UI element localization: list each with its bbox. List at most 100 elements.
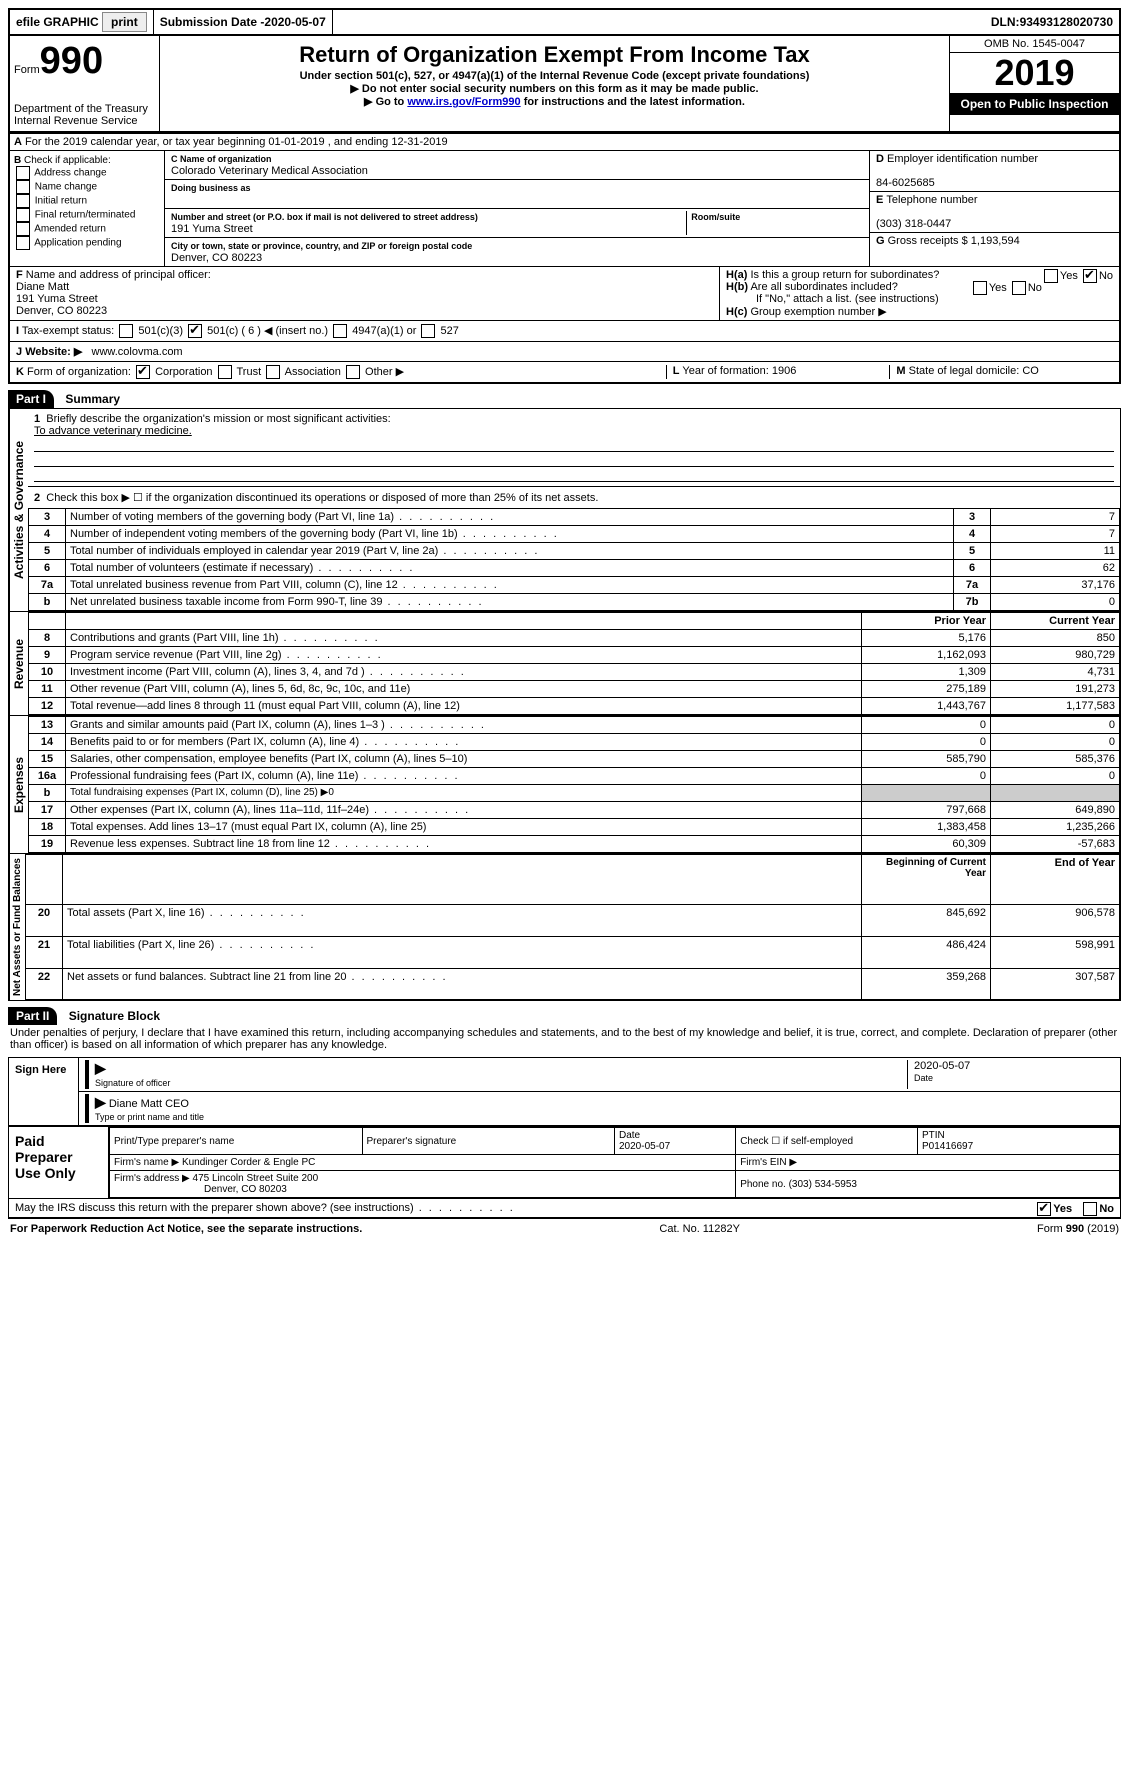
header-center: Return of Organization Exempt From Incom…	[160, 36, 949, 131]
subtitle-3: ▶ Go to www.irs.gov/Form990 for instruct…	[168, 95, 941, 108]
form-title: Return of Organization Exempt From Incom…	[168, 42, 941, 68]
table-row: 17Other expenses (Part IX, column (A), l…	[29, 802, 1120, 819]
table-row: 14Benefits paid to or for members (Part …	[29, 734, 1120, 751]
table-row: 5Total number of individuals employed in…	[29, 543, 1120, 560]
corp-checkbox[interactable]	[136, 365, 150, 379]
table-row: 13Grants and similar amounts paid (Part …	[29, 717, 1120, 734]
rev-section-label: Revenue	[9, 612, 28, 715]
efile-label: efile GRAPHIC print	[10, 10, 154, 34]
hb-no[interactable]	[1012, 281, 1026, 295]
table-row: bTotal fundraising expenses (Part IX, co…	[29, 785, 1120, 802]
table-row: 7aTotal unrelated business revenue from …	[29, 577, 1120, 594]
cat-number: Cat. No. 11282Y	[659, 1223, 740, 1235]
initial-return-checkbox[interactable]	[16, 194, 30, 208]
table-row: 12Total revenue—add lines 8 through 11 (…	[29, 698, 1120, 715]
sign-here-block: Sign Here ▶Signature of officer 2020-05-…	[8, 1057, 1121, 1126]
preparer-sig-header: Preparer's signature	[362, 1128, 615, 1155]
part-2-title: Signature Block	[61, 1009, 160, 1023]
final-return-checkbox[interactable]	[16, 208, 30, 222]
preparer-name-header: Print/Type preparer's name	[110, 1128, 363, 1155]
501c-checkbox[interactable]	[188, 324, 202, 338]
open-inspection: Open to Public Inspection	[950, 93, 1119, 115]
ha-no[interactable]	[1083, 269, 1097, 283]
header-right: OMB No. 1545-0047 2019 Open to Public In…	[949, 36, 1119, 131]
org-name: Colorado Veterinary Medical Association	[171, 165, 368, 177]
footer: For Paperwork Reduction Act Notice, see …	[8, 1218, 1121, 1239]
header-left: Form990 Department of the Treasury Inter…	[10, 36, 160, 131]
gov-section-label: Activities & Governance	[9, 409, 28, 611]
part-1-header: Part I	[8, 390, 54, 408]
ptin: P01416697	[922, 1141, 973, 1152]
paperwork-notice: For Paperwork Reduction Act Notice, see …	[10, 1223, 362, 1235]
subtitle-2: ▶ Do not enter social security numbers o…	[168, 82, 941, 95]
part-2-header: Part II	[8, 1007, 57, 1025]
ha-yes[interactable]	[1044, 269, 1058, 283]
paid-preparer-block: Paid Preparer Use Only Print/Type prepar…	[8, 1126, 1121, 1199]
dln: DLN: 93493128020730	[985, 10, 1119, 34]
self-employed-check: Check ☐ if self-employed	[736, 1128, 918, 1155]
subtitle-1: Under section 501(c), 527, or 4947(a)(1)…	[168, 70, 941, 82]
table-row: bNet unrelated business taxable income f…	[29, 594, 1120, 611]
street-address: 191 Yuma Street	[171, 223, 253, 235]
discuss-no[interactable]	[1083, 1202, 1097, 1216]
col-d: D Employer identification number84-60256…	[869, 151, 1119, 266]
address-change-checkbox[interactable]	[16, 166, 30, 180]
hb-yes[interactable]	[973, 281, 987, 295]
officer-name: Diane Matt	[16, 281, 69, 293]
top-bar: efile GRAPHIC print Submission Date - 20…	[8, 8, 1121, 36]
identification-section: A For the 2019 calendar year, or tax yea…	[8, 133, 1121, 384]
amended-return-checkbox[interactable]	[16, 222, 30, 236]
instructions-link[interactable]: www.irs.gov/Form990	[407, 96, 520, 108]
dept-label: Department of the Treasury	[14, 103, 155, 115]
527-checkbox[interactable]	[421, 324, 435, 338]
row-i: I Tax-exempt status: 501(c)(3) 501(c) ( …	[10, 320, 1119, 341]
firm-phone: (303) 534-5953	[789, 1179, 857, 1190]
paid-preparer-label: Paid Preparer Use Only	[9, 1127, 109, 1198]
application-pending-checkbox[interactable]	[16, 236, 30, 250]
row-f: F Name and address of principal officer:…	[10, 267, 719, 320]
preparer-date: 2020-05-07	[619, 1141, 670, 1152]
table-row: 18Total expenses. Add lines 13–17 (must …	[29, 819, 1120, 836]
table-row: 9Program service revenue (Part VIII, lin…	[29, 647, 1120, 664]
table-row: 22Net assets or fund balances. Subtract …	[26, 968, 1120, 1000]
city-state-zip: Denver, CO 80223	[171, 252, 262, 264]
declaration-text: Under penalties of perjury, I declare th…	[8, 1025, 1121, 1053]
row-h: H(a) Is this a group return for subordin…	[719, 267, 1119, 320]
firm-name: Kundinger Corder & Engle PC	[182, 1157, 315, 1168]
officer-printed-name: Diane Matt CEO	[109, 1098, 189, 1110]
assoc-checkbox[interactable]	[266, 365, 280, 379]
line-2: Check this box ▶ ☐ if the organization d…	[46, 492, 598, 504]
print-button[interactable]: print	[102, 12, 147, 32]
exp-section-label: Expenses	[9, 716, 28, 853]
table-row: 15Salaries, other compensation, employee…	[29, 751, 1120, 768]
sign-date: 2020-05-07	[914, 1060, 970, 1072]
mission-text: To advance veterinary medicine.	[34, 425, 192, 437]
name-change-checkbox[interactable]	[16, 180, 30, 194]
firm-address: 475 Lincoln Street Suite 200	[193, 1173, 319, 1184]
expenses-table: 13Grants and similar amounts paid (Part …	[28, 716, 1120, 853]
4947-checkbox[interactable]	[333, 324, 347, 338]
mission-question: Briefly describe the organization's miss…	[46, 413, 390, 425]
gov-table: 3Number of voting members of the governi…	[28, 508, 1120, 611]
table-row: 3Number of voting members of the governi…	[29, 509, 1120, 526]
part-1: Part I Summary Activities & Governance 1…	[8, 384, 1121, 1001]
table-row: 4Number of independent voting members of…	[29, 526, 1120, 543]
submission-date: Submission Date - 2020-05-07	[154, 10, 333, 34]
table-row: 10Investment income (Part VIII, column (…	[29, 664, 1120, 681]
table-row: 8Contributions and grants (Part VIII, li…	[29, 630, 1120, 647]
tax-year: 2019	[950, 53, 1119, 93]
discuss-yes[interactable]	[1037, 1202, 1051, 1216]
trust-checkbox[interactable]	[218, 365, 232, 379]
501c3-checkbox[interactable]	[119, 324, 133, 338]
part-2: Part II Signature Block Under penalties …	[8, 1001, 1121, 1239]
sig-officer-label: Signature of officer	[95, 1078, 170, 1088]
other-checkbox[interactable]	[346, 365, 360, 379]
sign-here-label: Sign Here	[9, 1058, 79, 1125]
table-row: 11Other revenue (Part VIII, column (A), …	[29, 681, 1120, 698]
table-row: 19Revenue less expenses. Subtract line 1…	[29, 836, 1120, 853]
col-b: B Check if applicable: Address change Na…	[10, 151, 165, 266]
form-number-footer: Form 990 (2019)	[1037, 1223, 1119, 1235]
table-row: 21Total liabilities (Part X, line 26)486…	[26, 936, 1120, 968]
state-domicile: CO	[1022, 365, 1039, 377]
table-row: 16aProfessional fundraising fees (Part I…	[29, 768, 1120, 785]
